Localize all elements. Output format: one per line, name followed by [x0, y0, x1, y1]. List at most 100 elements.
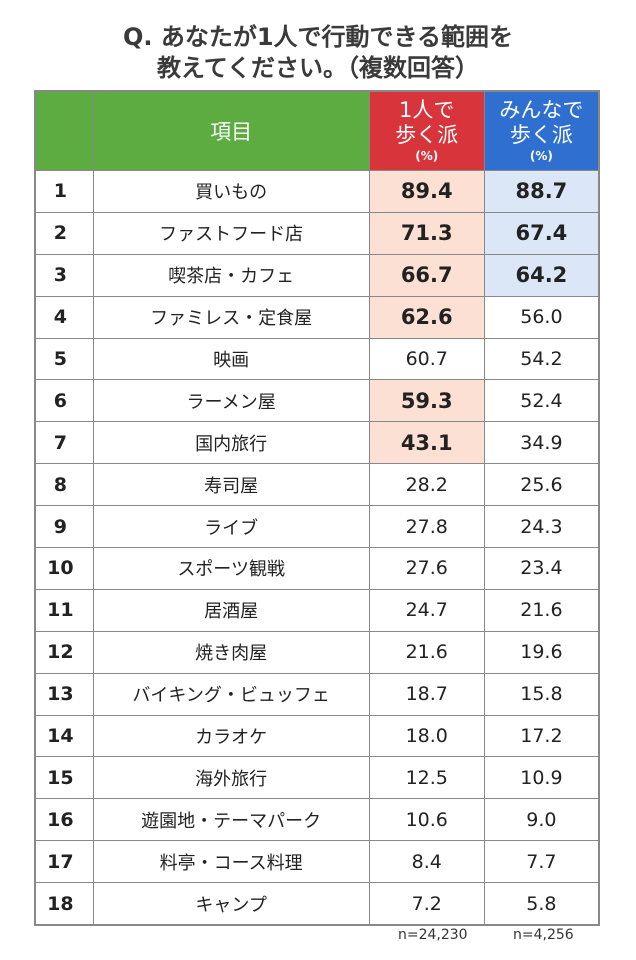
group-value-cell: 19.6: [520, 641, 563, 664]
rank-cell: 4: [36, 296, 94, 338]
item-cell: バイキング・ビュッフェ: [94, 673, 370, 715]
solo-value-cell: 12.5: [370, 757, 485, 799]
item-cell: スポーツ観戦: [94, 548, 370, 589]
group-value-cell: 34.9: [520, 431, 563, 454]
header-solo-unit: (%): [415, 149, 439, 163]
item-cell: 焼き肉屋: [94, 631, 370, 673]
table-row: 9 ライブ 27.8 24.3: [36, 505, 598, 548]
rank-cell: 11: [36, 589, 94, 631]
header-item: 項目: [93, 92, 370, 170]
solo-value-cell: 28.2: [370, 464, 485, 506]
table-header: 項目 1人で 歩く派 (%) みんなで 歩く派 (%): [36, 92, 598, 170]
group-value-cell: 24.3: [520, 515, 563, 538]
solo-value-cell: 7.2: [370, 883, 485, 925]
table-row: 11 居酒屋 24.7 21.6: [36, 588, 598, 631]
group-value-cell: 67.4: [484, 212, 598, 254]
chart-title: Q. あなたが1人で行動できる範囲を 教えてください。（複数回答）: [0, 22, 636, 84]
rank-cell: 17: [36, 841, 94, 883]
table-row: 18 キャンプ 7.2 5.8: [36, 882, 598, 925]
group-value-cell: 5.8: [526, 892, 557, 915]
table-row: 5 映画 60.7 54.2: [36, 337, 598, 380]
table-row: 14 カラオケ 18.0 17.2: [36, 714, 598, 757]
solo-value-cell: 66.7: [369, 254, 485, 296]
group-value-cell: 21.6: [520, 599, 563, 622]
item-cell: 映画: [94, 338, 370, 380]
solo-value-cell: 27.6: [370, 548, 485, 589]
table-row: 1 買いもの 89.4 88.7: [36, 170, 598, 212]
item-cell: 買いもの: [94, 171, 370, 212]
solo-value-cell: 71.3: [369, 212, 485, 254]
solo-value-cell: 27.8: [370, 506, 485, 548]
item-cell: カラオケ: [94, 715, 370, 757]
header-solo: 1人で 歩く派 (%): [369, 92, 485, 170]
group-value-cell: 64.2: [484, 254, 598, 296]
item-cell: 遊園地・テーマパーク: [94, 799, 370, 841]
group-value-cell: 88.7: [484, 171, 598, 212]
item-cell: キャンプ: [94, 883, 370, 925]
table-row: 16 遊園地・テーマパーク 10.6 9.0: [36, 798, 598, 841]
table-row: 3 喫茶店・カフェ 66.7 64.2: [36, 253, 598, 296]
solo-value-cell: 21.6: [370, 631, 485, 673]
table-row: 15 海外旅行 12.5 10.9: [36, 756, 598, 799]
rank-cell: 18: [36, 883, 94, 925]
table-row: 13 バイキング・ビュッフェ 18.7 15.8: [36, 672, 598, 715]
solo-value-cell: 62.6: [369, 296, 485, 338]
table-row: 7 国内旅行 43.1 34.9: [36, 421, 598, 464]
header-group-line1: みんなで: [499, 98, 584, 122]
group-value-cell: 7.7: [526, 850, 557, 873]
solo-value-cell: 18.7: [370, 673, 485, 715]
table-row: 17 料亭・コース料理 8.4 7.7: [36, 840, 598, 883]
header-group-unit: (%): [529, 149, 553, 163]
rank-cell: 2: [36, 212, 94, 254]
rank-cell: 8: [36, 464, 94, 506]
rank-cell: 6: [36, 380, 94, 422]
solo-value-cell: 43.1: [369, 422, 485, 464]
group-value-cell: 9.0: [526, 808, 557, 831]
item-cell: ファストフード店: [94, 212, 370, 254]
solo-value-cell: 60.7: [370, 338, 485, 380]
table-row: 2 ファストフード店 71.3 67.4: [36, 211, 598, 254]
group-value-cell: 52.4: [520, 389, 563, 412]
solo-value-cell: 18.0: [370, 715, 485, 757]
header-group: みんなで 歩く派 (%): [484, 92, 598, 170]
solo-value-cell: 89.4: [369, 171, 485, 212]
rank-cell: 7: [36, 422, 94, 464]
solo-value-cell: 10.6: [370, 799, 485, 841]
header-solo-line1: 1人で: [399, 98, 455, 122]
table-row: 6 ラーメン屋 59.3 52.4: [36, 379, 598, 422]
group-value-cell: 25.6: [520, 473, 563, 496]
solo-value-cell: 8.4: [370, 841, 485, 883]
group-value-cell: 56.0: [520, 306, 563, 329]
rank-cell: 10: [36, 548, 94, 589]
group-value-cell: 17.2: [520, 725, 563, 748]
sample-size-solo: n=24,230: [398, 927, 468, 943]
rank-cell: 13: [36, 673, 94, 715]
header-solo-line2: 歩く派: [395, 123, 459, 147]
rank-cell: 12: [36, 631, 94, 673]
table-row: 12 焼き肉屋 21.6 19.6: [36, 630, 598, 673]
item-cell: 国内旅行: [94, 422, 370, 464]
table-row: 4 ファミレス・定食屋 62.6 56.0: [36, 295, 598, 338]
item-cell: 料亭・コース料理: [94, 841, 370, 883]
header-rank-cell: [36, 92, 94, 170]
table-body: 1 買いもの 89.4 88.7 2 ファストフード店 71.3 67.4 3 喫茶店・カフェ 66…: [36, 170, 598, 925]
item-cell: ライブ: [94, 506, 370, 548]
group-value-cell: 10.9: [520, 766, 563, 789]
rank-cell: 14: [36, 715, 94, 757]
item-cell: 居酒屋: [94, 589, 370, 631]
group-value-cell: 15.8: [520, 683, 563, 706]
table-row: 10 スポーツ観戦 27.6 23.4: [36, 547, 598, 589]
rank-cell: 3: [36, 254, 94, 296]
table-row: 8 寿司屋 28.2 25.6: [36, 463, 598, 506]
rank-cell: 1: [36, 171, 94, 212]
group-value-cell: 23.4: [520, 557, 563, 580]
title-line-2: 教えてください。（複数回答）: [156, 54, 480, 82]
rank-cell: 9: [36, 506, 94, 548]
item-cell: ラーメン屋: [94, 380, 370, 422]
solo-value-cell: 59.3: [369, 380, 485, 422]
item-cell: 寿司屋: [94, 464, 370, 506]
header-group-line2: 歩く派: [509, 123, 573, 147]
rank-cell: 15: [36, 757, 94, 799]
solo-value-cell: 24.7: [370, 589, 485, 631]
rank-cell: 16: [36, 799, 94, 841]
